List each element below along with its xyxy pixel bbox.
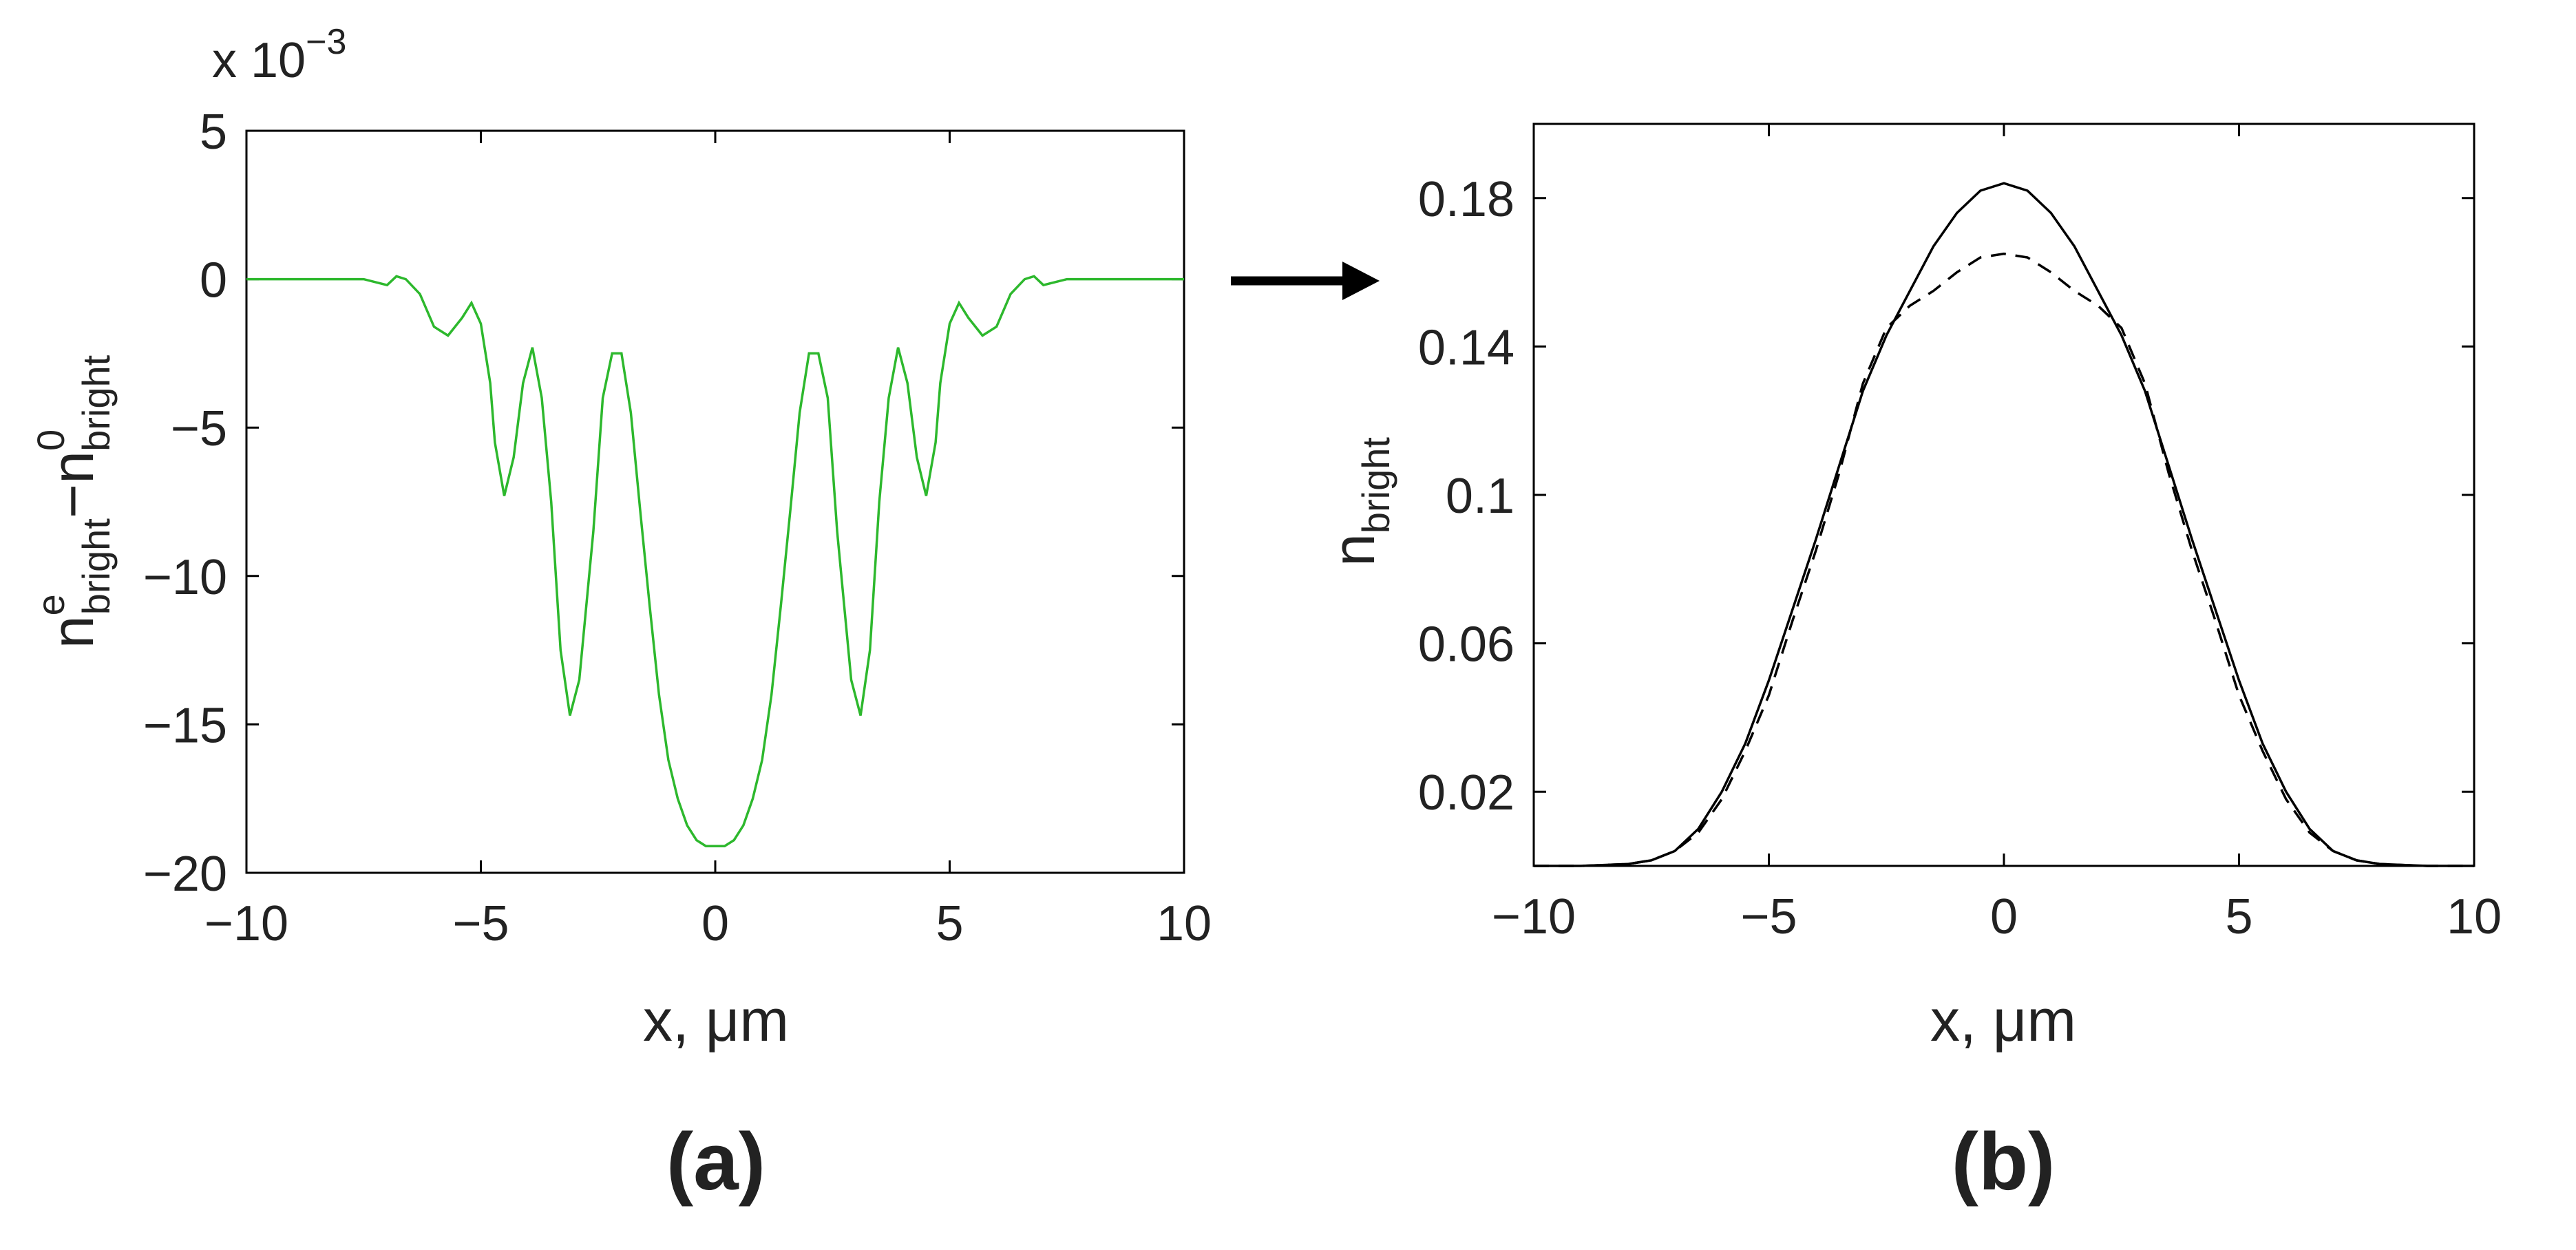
chart-a-xlabel: x, μm bbox=[643, 988, 789, 1054]
a-ytick-label: −5 bbox=[171, 401, 227, 456]
a-xtick-label: 5 bbox=[936, 896, 963, 951]
arrow-icon bbox=[1231, 262, 1380, 300]
a-xtick-label: 0 bbox=[701, 896, 729, 951]
chart-b: −10 −5 0 5 10 0.18 0.14 0.1 0.06 0.02 nbright x,… bbox=[1321, 123, 2502, 1207]
b-xtick-label: 10 bbox=[2447, 889, 2502, 944]
b-xtick-label: −5 bbox=[1740, 889, 1797, 944]
b-xtick-label: 0 bbox=[1990, 889, 2018, 944]
b-xtick-label: 5 bbox=[2225, 889, 2252, 944]
a-ytick-label: −15 bbox=[143, 698, 227, 753]
panel-label-a: (a) bbox=[666, 1116, 766, 1207]
a-xtick-label: 10 bbox=[1157, 896, 1212, 951]
a-ytick-label: −20 bbox=[143, 847, 227, 902]
a-xtick-label: −5 bbox=[452, 896, 509, 951]
chart-a-multiplier: x 10−3 bbox=[212, 22, 346, 88]
b-xtick-label: −10 bbox=[1492, 889, 1576, 944]
a-ytick-label: −10 bbox=[143, 550, 227, 605]
chart-b-frame bbox=[1532, 123, 2475, 867]
b-ytick-label: 0.06 bbox=[1418, 617, 1514, 672]
chart-b-series-solid bbox=[1534, 182, 2474, 867]
chart-a-series-difference bbox=[246, 275, 1184, 847]
b-ytick-label: 0.18 bbox=[1418, 172, 1514, 227]
chart-b-xlabel: x, μm bbox=[1930, 988, 2076, 1054]
a-ytick-label: 5 bbox=[200, 105, 227, 160]
b-ytick-label: 0.02 bbox=[1418, 765, 1514, 820]
chart-a-frame bbox=[245, 129, 1185, 874]
panel-label-b: (b) bbox=[1952, 1116, 2056, 1207]
b-ytick-label: 0.14 bbox=[1418, 320, 1514, 375]
a-xtick-label: −10 bbox=[204, 896, 288, 951]
chart-b-series-dashed bbox=[1534, 252, 2474, 867]
b-ytick-label: 0.1 bbox=[1446, 469, 1514, 524]
chart-b-ylabel: nbright bbox=[1321, 437, 1397, 566]
a-ytick-label: 0 bbox=[200, 253, 227, 308]
chart-a-ylabel: nebright−n0bright bbox=[29, 354, 118, 648]
chart-a: −10 −5 0 5 10 5 0 −5 −10 −15 −20 x 10−3 nebright−… bbox=[29, 22, 1212, 1207]
